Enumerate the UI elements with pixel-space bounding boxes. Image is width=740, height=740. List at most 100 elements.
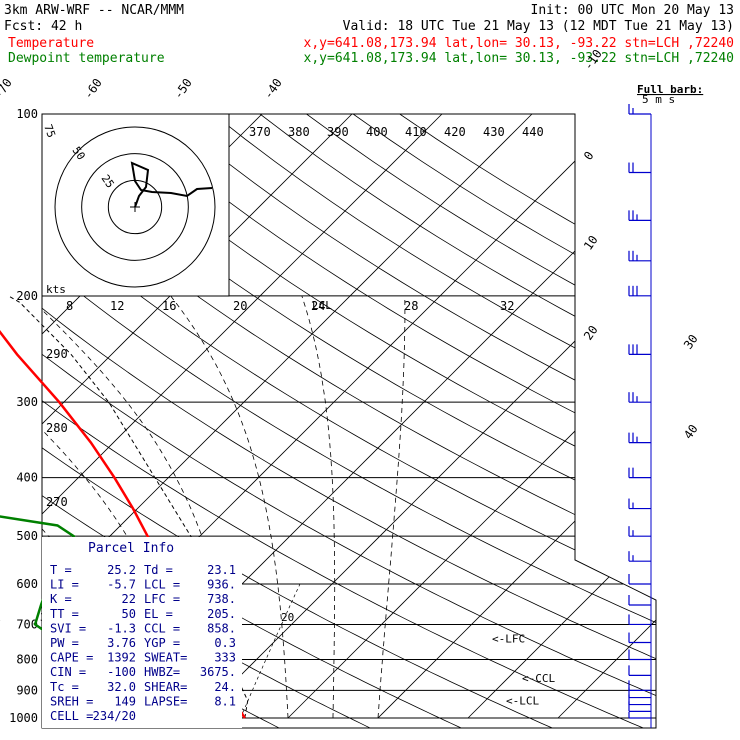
parcel-cell: K =	[50, 592, 72, 606]
parcel-row: Tc = 32.0 SHEAR= 24.	[50, 680, 236, 694]
theta-e-tick: 400	[366, 125, 388, 139]
parcel-row: TT = 50 EL = 205.	[50, 607, 236, 621]
dewpoint-label: Dewpoint temperature	[8, 51, 165, 66]
dry-adiabat	[0, 114, 11, 731]
hodo-ring-50	[81, 153, 189, 261]
lcl-upper-label: LCL	[312, 299, 332, 312]
theta-e-tick: 410	[405, 125, 427, 139]
temperature-tick-label: -50	[171, 76, 195, 102]
parcel-cell: SWEAT=	[144, 651, 187, 665]
hodo-ring-75	[54, 126, 216, 288]
parcel-cell: 333	[214, 651, 236, 665]
parcel-row: T = 25.2 Td = 23.1	[50, 563, 236, 577]
hodo-ring-label-50: 50	[70, 144, 88, 162]
dry-adiabat	[73, 114, 656, 728]
wind-barb-300	[628, 392, 651, 403]
moist-adiabat	[377, 295, 406, 719]
parcel-cell: Td =	[144, 563, 173, 577]
temperature-tick-label: 10	[581, 233, 601, 253]
annotation-lcl: <-LCL	[506, 695, 539, 708]
pressure-tick-500: 500	[16, 529, 38, 543]
parcel-cell: LCL =	[144, 578, 180, 592]
wind-barb-600	[628, 574, 651, 585]
dry-adiabat	[213, 114, 656, 728]
parcel-cell: 1392	[107, 651, 136, 665]
temperature-info: x,y=641.08,173.94 lat,lon= 30.13, -93.22…	[304, 36, 734, 51]
wind-barb-975	[628, 701, 651, 712]
theta-ticks: 290 280 270	[46, 347, 68, 509]
dry-adiabat	[119, 114, 656, 728]
parcel-row: CIN = -100 HWBZ= 3675.	[50, 665, 236, 679]
moist-adiabat	[0, 296, 18, 718]
parcel-cell: CCL =	[144, 621, 180, 635]
temperature-tick-label: 20	[581, 323, 601, 343]
dry-adiabat	[42, 114, 656, 728]
hodo-speed-tick: 24	[311, 299, 325, 313]
theta-e-tick: 430	[483, 125, 505, 139]
wind-barb-850	[628, 665, 651, 676]
parcel-cell: 50	[122, 607, 136, 621]
dry-adiabat	[42, 114, 656, 728]
parcel-cell: 3.76	[107, 636, 136, 650]
wind-barb-125	[628, 162, 651, 174]
wind-barb-550	[628, 551, 651, 562]
pressure-tick-400: 400	[16, 471, 38, 485]
pressure-tick-800: 800	[16, 652, 38, 666]
theta-tick: 270	[46, 495, 68, 509]
parcel-cell: LFC =	[144, 592, 180, 606]
theta-tick: 290	[46, 347, 68, 361]
mixing-ratio-line	[0, 584, 17, 718]
header: 3km ARW-WRF -- NCAR/MMM Init: 00 UTC Mon…	[4, 3, 734, 66]
hodo-speed-tick: 28	[404, 299, 418, 313]
temperature-tick-label: -60	[81, 76, 105, 102]
parcel-row: LI = -5.7 LCL = 936.	[50, 578, 236, 592]
theta-tick: 280	[46, 421, 68, 435]
wind-barb-950	[628, 694, 651, 706]
level-annotations: <-LFC <-CCL <-LCL	[492, 632, 555, 707]
parcel-row: SVI = -1.3 CCL = 858.	[50, 621, 236, 635]
annotation-ccl: <-CCL	[522, 672, 555, 685]
hodo-speed-tick: 16	[162, 299, 176, 313]
parcel-cell: 8.1	[214, 694, 236, 708]
parcel-cell: -5.7	[107, 578, 136, 592]
wind-barb-900	[628, 680, 651, 691]
parcel-info-rows: T = 25.2 Td = 23.1 LI = -5.7 LCL = 936. K = 22 LFC…	[50, 563, 236, 723]
mixing-ratio-label: 20	[281, 611, 294, 624]
parcel-cell: LI =	[50, 578, 79, 592]
parcel-cell: PW =	[50, 636, 79, 650]
temperature-tick-label: 40	[681, 422, 701, 442]
temperature-tick-label: -40	[261, 76, 285, 102]
parcel-cell: HWBZ=	[144, 665, 180, 679]
isotherm	[197, 114, 656, 719]
dry-adiabat	[166, 114, 656, 728]
wind-barb-250	[628, 344, 651, 355]
temperature-tick-label: 30	[681, 332, 701, 352]
theta-e-tick: 370	[249, 125, 271, 139]
theta-e-tick: 440	[522, 125, 544, 139]
wind-barb-750	[628, 632, 651, 644]
parcel-cell: 3675.	[200, 665, 236, 679]
parcel-cell: 858.	[207, 621, 236, 635]
pressure-tick-1000: 1000	[9, 711, 38, 725]
parcel-cell: EL =	[144, 607, 173, 621]
isotherm	[467, 114, 656, 719]
parcel-row: SREH = 149 LAPSE= 8.1	[50, 694, 236, 708]
parcel-info-box: Parcel Info T = 25.2 Td = 23.1 LI = -5.7 LCL =…	[42, 537, 242, 728]
dry-adiabat	[42, 114, 656, 728]
wind-barb-1000	[628, 712, 651, 719]
isotherm	[42, 114, 533, 719]
theta-e-ticks: 370 380 390 400 410 420 430 440	[249, 125, 544, 139]
barb-legend-units: 5 m s	[642, 93, 675, 106]
parcel-cell: 23.1	[207, 563, 236, 577]
wind-barb-450	[628, 498, 651, 510]
parcel-row: PW = 3.76 YGP = 0.3	[50, 636, 236, 650]
temperature-tick-label: -70	[0, 76, 15, 102]
wind-barb-200	[628, 285, 651, 297]
wind-barb-700	[628, 614, 651, 626]
wind-barb-500	[628, 526, 651, 537]
theta-e-tick: 380	[288, 125, 310, 139]
pressure-tick-200: 200	[16, 289, 38, 303]
parcel-cell: 149	[114, 694, 136, 708]
